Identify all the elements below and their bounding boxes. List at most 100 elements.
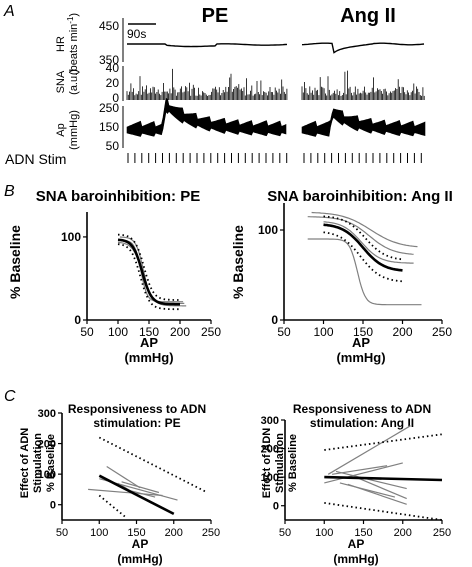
series-ci (323, 231, 403, 283)
series-individual (307, 238, 422, 306)
x-tick-label: 50 (80, 325, 94, 339)
panel-a: A PE Ang II 90s HR (beats min-1) 450 350… (3, 3, 426, 167)
series-ci (323, 215, 403, 261)
y-axis-label: % Baseline (45, 434, 57, 492)
y-tick-label: 100 (261, 472, 279, 484)
y-tick-label: 0 (74, 313, 81, 327)
scale-bar-label: 90s (127, 27, 146, 41)
x-axis-label: (mmHg) (124, 350, 173, 365)
ap-ylabel-unit: (mmHg) (68, 110, 80, 150)
x-tick-label: 250 (433, 527, 451, 539)
sna-trace-ang2 (301, 70, 425, 100)
y-tick-label: 0 (271, 313, 278, 327)
x-axis-label: (mmHg) (336, 350, 385, 365)
series-mean (323, 223, 403, 272)
x-tick-label: 250 (202, 527, 220, 539)
series-individual (121, 481, 160, 494)
series-individual (347, 483, 407, 505)
x-tick-label: 50 (279, 527, 291, 539)
hr-trace-pe (127, 43, 288, 48)
sna-trace-pe (126, 68, 288, 100)
series-individual (324, 462, 403, 484)
x-tick-label: 100 (313, 325, 333, 339)
x-axis-label: (mmHg) (117, 552, 162, 566)
series-individual (307, 216, 414, 255)
x-tick-label: 200 (170, 325, 190, 339)
ap-ylabel-name: Ap (55, 123, 67, 136)
series-individual (355, 476, 407, 500)
x-tick-label: 100 (108, 325, 128, 339)
col-title-pe: PE (202, 5, 229, 27)
x-tick-label: 150 (354, 527, 372, 539)
y-axis-label: Effect of ADN (261, 428, 273, 499)
x-tick-label: 200 (394, 527, 412, 539)
y-tick-label: 100 (258, 223, 278, 237)
adn-stim-label: ADN Stim (5, 151, 66, 167)
y-axis-label: Stimulation (32, 433, 44, 493)
hr-tick-450: 450 (99, 19, 119, 33)
y-tick-label: 300 (261, 415, 279, 427)
x-tick-label: 200 (392, 325, 412, 339)
series-mean (98, 474, 175, 516)
y-tick-label: 300 (38, 408, 56, 420)
series-individual (106, 465, 141, 489)
hr-ylabel-name: HR (55, 36, 67, 52)
hr-trace-ang2 (301, 42, 425, 54)
sna-tick-0: 0 (112, 91, 119, 105)
chart-title: Responsiveness to ADN (68, 402, 206, 416)
x-tick-label: 100 (90, 527, 108, 539)
ap-tick-250: 250 (99, 101, 119, 115)
chart-sna-baroinhibition-pe: SNA baroinhibition: PE 50 100 150 200 250 0 100… (7, 188, 221, 365)
hr-tick-350: 350 (99, 53, 119, 67)
series-ci (117, 243, 180, 311)
adn-stim-markers (127, 153, 422, 163)
x-tick-label: 100 (315, 527, 333, 539)
x-tick-label: 50 (277, 325, 291, 339)
y-tick-label: 200 (261, 444, 279, 456)
x-tick-label: 150 (139, 325, 159, 339)
x-tick-label: 250 (201, 325, 221, 339)
series-ci (324, 433, 443, 451)
ap-trace-pe (126, 97, 287, 137)
hr-ylabel-unit: (beats min-1) (66, 13, 80, 75)
y-tick-label: 200 (38, 439, 56, 451)
series-mean (117, 238, 180, 306)
panel-label-c: C (4, 388, 16, 405)
y-axis-label: % Baseline (287, 434, 299, 492)
x-tick-label: 250 (432, 325, 452, 339)
y-tick-label: 100 (38, 469, 56, 481)
x-tick-label: 150 (353, 325, 373, 339)
ap-tick-150: 150 (99, 120, 119, 134)
x-tick-label: 150 (127, 527, 145, 539)
y-axis-label: Stimulation (274, 433, 286, 493)
col-title-ang2: Ang II (340, 5, 396, 27)
panel-label-a: A (3, 3, 15, 20)
y-axis-label: Effect of ADN (19, 428, 31, 499)
x-axis-label: AP (140, 335, 158, 350)
sna-ylabel-name: SNA (55, 70, 67, 93)
x-axis-label: AP (352, 335, 370, 350)
sna-tick-20: 20 (106, 76, 120, 90)
chart-title: stimulation: Ang II (310, 416, 414, 430)
chart-title: SNA baroinhibition: PE (36, 188, 200, 205)
series-individual (311, 211, 418, 248)
series-individual (335, 470, 407, 490)
series-mean (324, 475, 443, 482)
series-individual (88, 488, 163, 497)
series-ci (98, 494, 126, 518)
y-tick-label: 0 (273, 501, 279, 513)
x-axis-label: AP (132, 537, 149, 551)
series-individual (327, 425, 411, 475)
x-axis-label: AP (348, 537, 365, 551)
y-axis-label: % Baseline (7, 225, 23, 299)
x-tick-label: 50 (56, 527, 68, 539)
x-axis-label: (mmHg) (333, 552, 378, 566)
series-individual (122, 239, 184, 303)
series-individual (119, 236, 185, 304)
x-tick-label: 200 (165, 527, 183, 539)
series-ci (324, 502, 443, 521)
y-axis-label: % Baseline (230, 225, 246, 299)
y-tick-label: 100 (61, 230, 81, 244)
